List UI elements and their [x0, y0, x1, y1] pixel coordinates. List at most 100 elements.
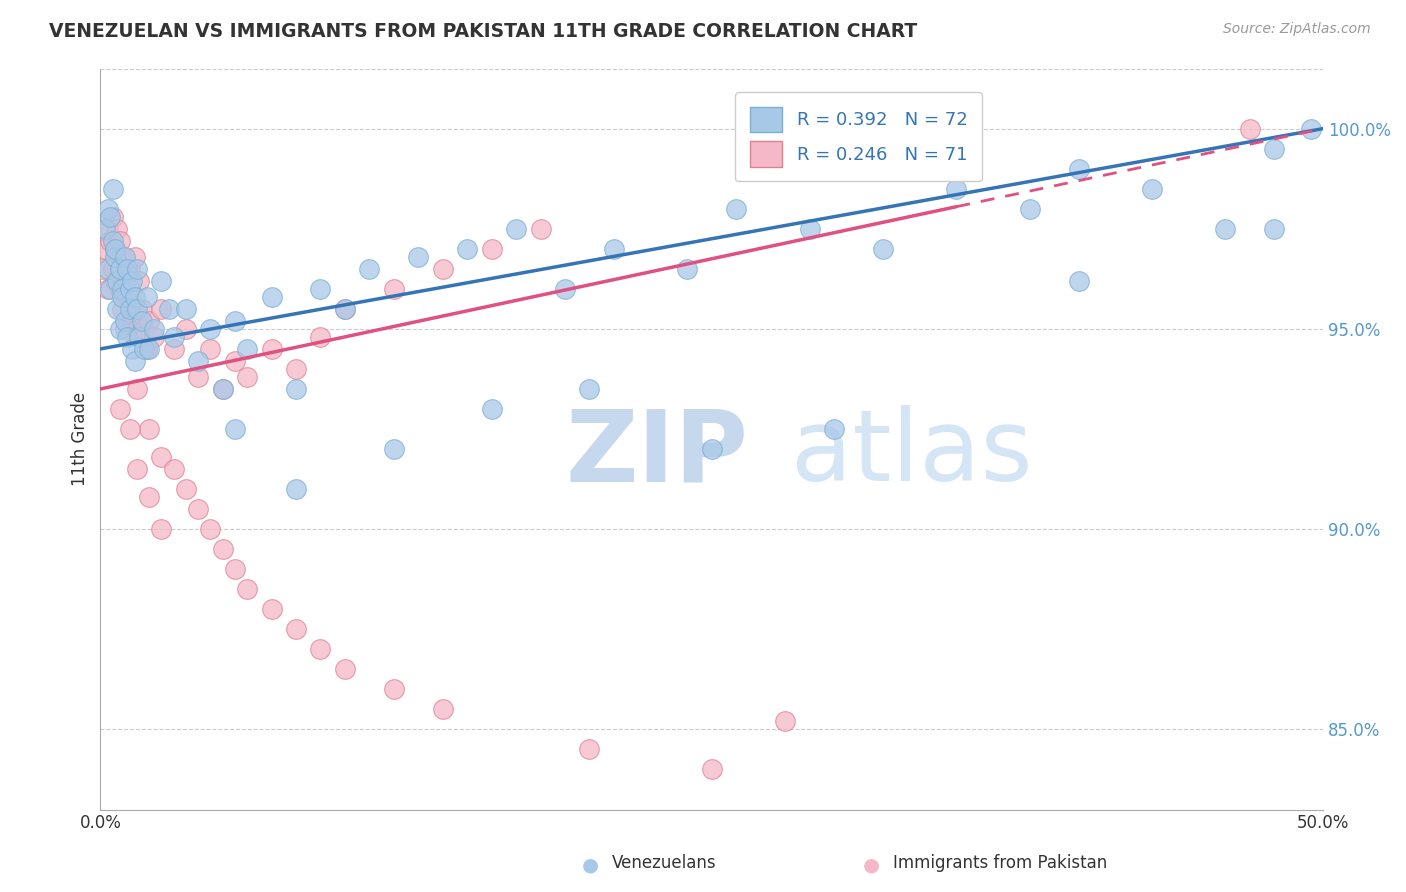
Point [101, 210, 124, 224]
Point [725, 202, 748, 216]
Point [118, 282, 141, 296]
Point [94, 242, 117, 256]
Point [700, 442, 723, 456]
Point [101, 261, 124, 276]
Point [224, 422, 246, 436]
Point [117, 330, 139, 344]
Point [111, 301, 134, 316]
Point [104, 250, 127, 264]
Point [111, 250, 134, 264]
Point [97, 202, 120, 216]
Point [118, 422, 141, 436]
Point [174, 322, 197, 336]
Point [382, 682, 405, 697]
Point [285, 482, 308, 496]
Point [98, 282, 121, 296]
Point [224, 354, 246, 368]
Point [799, 221, 821, 235]
Point [114, 261, 136, 276]
Point [125, 301, 148, 316]
Point [382, 442, 405, 456]
Point [333, 301, 356, 316]
Point [108, 234, 131, 248]
Point [124, 250, 146, 264]
Point [505, 221, 527, 235]
Point [114, 250, 136, 264]
Point [603, 242, 626, 256]
Point [1213, 221, 1236, 235]
Point [97, 282, 120, 296]
Point [285, 622, 308, 636]
Legend: R = 0.392   N = 72, R = 0.246   N = 71: R = 0.392 N = 72, R = 0.246 N = 71 [735, 93, 981, 181]
Point [333, 662, 356, 676]
Point [1018, 202, 1040, 216]
Point [1299, 121, 1322, 136]
Point [131, 314, 153, 328]
Point [174, 301, 197, 316]
Point [163, 462, 186, 476]
Point [117, 261, 139, 276]
Point [104, 274, 127, 288]
Point [125, 382, 148, 396]
Point [174, 482, 197, 496]
Point [187, 502, 209, 516]
Point [382, 282, 405, 296]
Point [285, 382, 308, 396]
Point [260, 290, 283, 304]
Point [359, 261, 381, 276]
Point [107, 301, 129, 316]
Point [121, 274, 143, 288]
Point [333, 301, 356, 316]
Point [481, 242, 503, 256]
Y-axis label: 11th Grade: 11th Grade [72, 392, 89, 486]
Point [98, 234, 121, 248]
Point [101, 234, 124, 248]
Point [456, 242, 478, 256]
Point [108, 322, 131, 336]
Point [114, 322, 136, 336]
Point [163, 342, 186, 356]
Point [128, 274, 150, 288]
Point [128, 330, 150, 344]
Point [150, 301, 173, 316]
Point [107, 274, 129, 288]
Point [97, 221, 120, 235]
Point [91, 261, 114, 276]
Point [121, 314, 143, 328]
Point [1263, 142, 1285, 156]
Point [124, 290, 146, 304]
Point [98, 210, 121, 224]
Point [200, 322, 222, 336]
Point [187, 354, 209, 368]
Point [676, 261, 699, 276]
Point [131, 301, 153, 316]
Point [260, 342, 283, 356]
Point [117, 290, 139, 304]
Point [260, 602, 283, 616]
Point [285, 362, 308, 376]
Point [481, 402, 503, 417]
Point [143, 322, 166, 336]
Point [309, 282, 332, 296]
Point [211, 382, 233, 396]
Point [135, 342, 157, 356]
Point [236, 342, 259, 356]
Point [224, 314, 246, 328]
Point [432, 261, 454, 276]
Text: Source: ZipAtlas.com: Source: ZipAtlas.com [1223, 22, 1371, 37]
Point [432, 702, 454, 716]
Point [124, 354, 146, 368]
Point [143, 330, 166, 344]
Point [211, 542, 233, 557]
Point [111, 282, 134, 296]
Point [108, 282, 131, 296]
Point [108, 261, 131, 276]
Point [700, 763, 723, 777]
Point [118, 261, 141, 276]
Point [236, 582, 259, 597]
Point [309, 642, 332, 657]
Point [135, 290, 157, 304]
Point [150, 522, 173, 536]
Point [138, 490, 160, 504]
Point [163, 330, 186, 344]
